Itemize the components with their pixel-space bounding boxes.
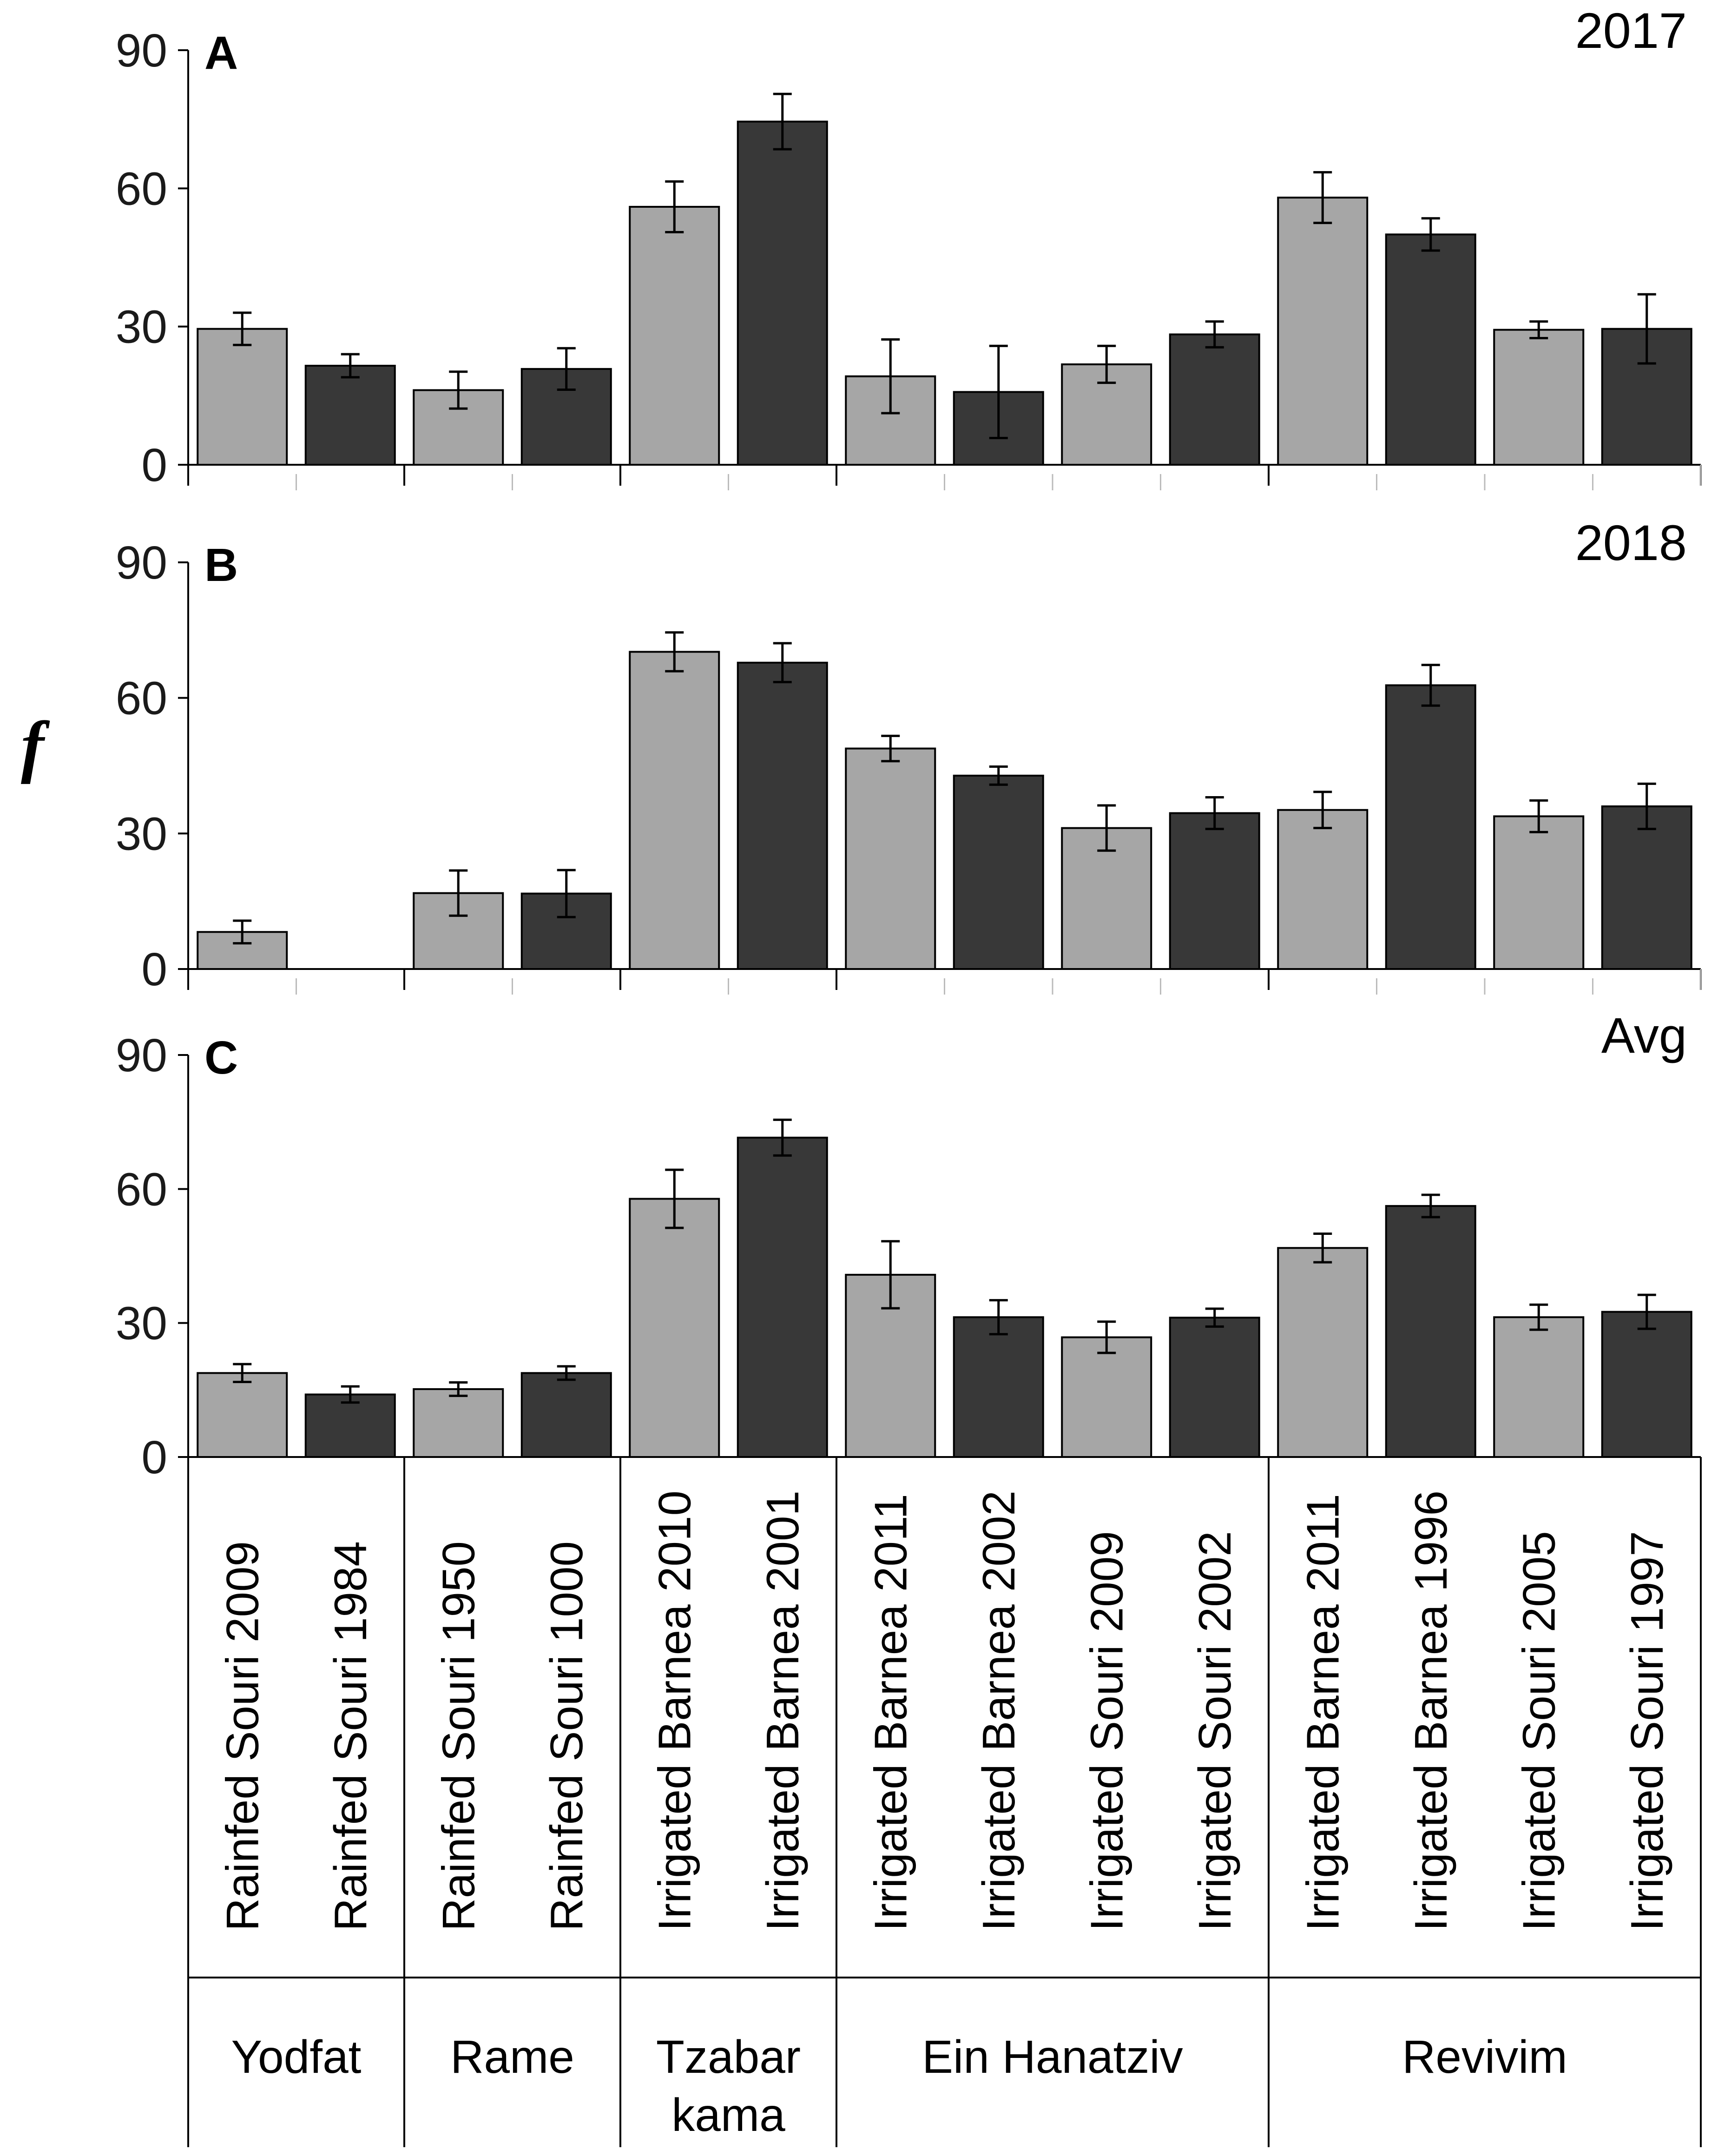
bar: [1601, 1311, 1692, 1458]
bar: [1277, 809, 1369, 970]
y-tick-label: 0: [141, 1431, 167, 1483]
bar: [629, 651, 720, 970]
bar: [1601, 805, 1692, 970]
bar: [1493, 1316, 1585, 1458]
panel-b: 0 30 60 90 B 2018: [116, 514, 1702, 996]
x-category-label: Irrigated Souri 2009: [1081, 1531, 1132, 1931]
x-category-label: Irrigated Barnea 2010: [649, 1490, 700, 1931]
panel-year-label: 2018: [1575, 514, 1687, 571]
bar: [629, 205, 720, 466]
bar: [1385, 233, 1476, 466]
x-category-label: Rainfed Souri 1950: [433, 1541, 484, 1931]
site-label-line: Tzabar: [656, 2031, 801, 2083]
x-category-label: Rainfed Souri 2009: [217, 1541, 268, 1931]
y-tick-label: 0: [141, 943, 167, 996]
y-tick-label: 90: [116, 25, 167, 77]
x-category-label: Rainfed Souri 1984: [325, 1541, 376, 1931]
bar: [1385, 1205, 1476, 1458]
panel-letter: C: [204, 1032, 238, 1084]
site-label-line: kama: [671, 2089, 785, 2141]
site-label: Yodfat: [231, 2031, 362, 2083]
bar: [737, 1136, 828, 1458]
bar: [629, 1198, 720, 1458]
x-category-label: Irrigated Barnea 1996: [1405, 1490, 1456, 1931]
bar: [413, 892, 504, 970]
y-tick-label: 60: [116, 163, 167, 215]
site-label-line: Yodfat: [231, 2031, 362, 2083]
site-label: Ein Hanatziv: [922, 2031, 1183, 2083]
site-label: Rame: [450, 2031, 574, 2083]
panel-year-label: 2017: [1575, 2, 1687, 59]
site-label: Tzabar kama: [656, 2031, 801, 2141]
bar: [953, 774, 1044, 970]
bar: [304, 1393, 396, 1458]
site-label: Revivim: [1402, 2031, 1567, 2083]
x-category-label: Irrigated Barnea 2002: [973, 1490, 1024, 1931]
bar: [737, 120, 828, 466]
bar: [1493, 815, 1585, 970]
panel-c: 0 30 60 90 C Avg: [116, 1007, 1702, 2147]
bar: [304, 364, 396, 466]
bar: [737, 661, 828, 970]
bar: [1277, 1247, 1369, 1458]
y-tick-label: 0: [141, 439, 167, 491]
y-tick-label: 30: [116, 808, 167, 860]
y-tick-label: 60: [116, 1163, 167, 1215]
bar: [1061, 1336, 1152, 1458]
y-axis-label: f: [21, 707, 50, 785]
panel-year-label: Avg: [1601, 1007, 1687, 1063]
x-category-label: Irrigated Souri 2005: [1513, 1531, 1564, 1931]
y-tick-label: 90: [116, 537, 167, 589]
bar: [1277, 197, 1369, 466]
site-label-line: Ein Hanatziv: [922, 2031, 1183, 2083]
bar: [1493, 329, 1585, 466]
bar: [1169, 812, 1260, 970]
bar: [413, 1388, 504, 1458]
bar: [1385, 684, 1476, 970]
bar: [953, 1316, 1044, 1458]
panel-letter: A: [204, 27, 238, 79]
bar: [1169, 1317, 1260, 1458]
x-category-label: Irrigated Barnea 2011: [1297, 1494, 1348, 1931]
x-category-label: Irrigated Barnea 2001: [757, 1490, 808, 1931]
y-tick-label: 90: [116, 1029, 167, 1081]
bar: [845, 747, 936, 970]
category-label-area: Rainfed Souri 2009 Rainfed Souri 1984 Rain…: [188, 1490, 1701, 2141]
x-category-label: Irrigated Barnea 2011: [865, 1494, 916, 1931]
x-category-label: Irrigated Souri 1997: [1621, 1531, 1672, 1931]
y-tick-label: 30: [116, 1298, 167, 1350]
x-category-label: Rainfed Souri 1000: [541, 1541, 592, 1931]
y-tick-label: 30: [116, 301, 167, 353]
panel-letter: B: [204, 539, 238, 591]
bar: [197, 328, 288, 466]
y-tick-label: 60: [116, 673, 167, 725]
bar: [197, 1372, 288, 1458]
site-label-line: Rame: [450, 2031, 574, 2083]
chart-panels: 0 30 60 90 A 2017 0 30 60 90 B 2018 0 30 60 90 C Avg: [116, 2, 1702, 2147]
bar: [1169, 333, 1260, 466]
site-label-line: Revivim: [1402, 2031, 1567, 2083]
x-category-label: Irrigated Souri 2002: [1189, 1531, 1240, 1931]
bar: [520, 1372, 612, 1458]
panel-a: 0 30 60 90 A 2017: [116, 2, 1702, 491]
